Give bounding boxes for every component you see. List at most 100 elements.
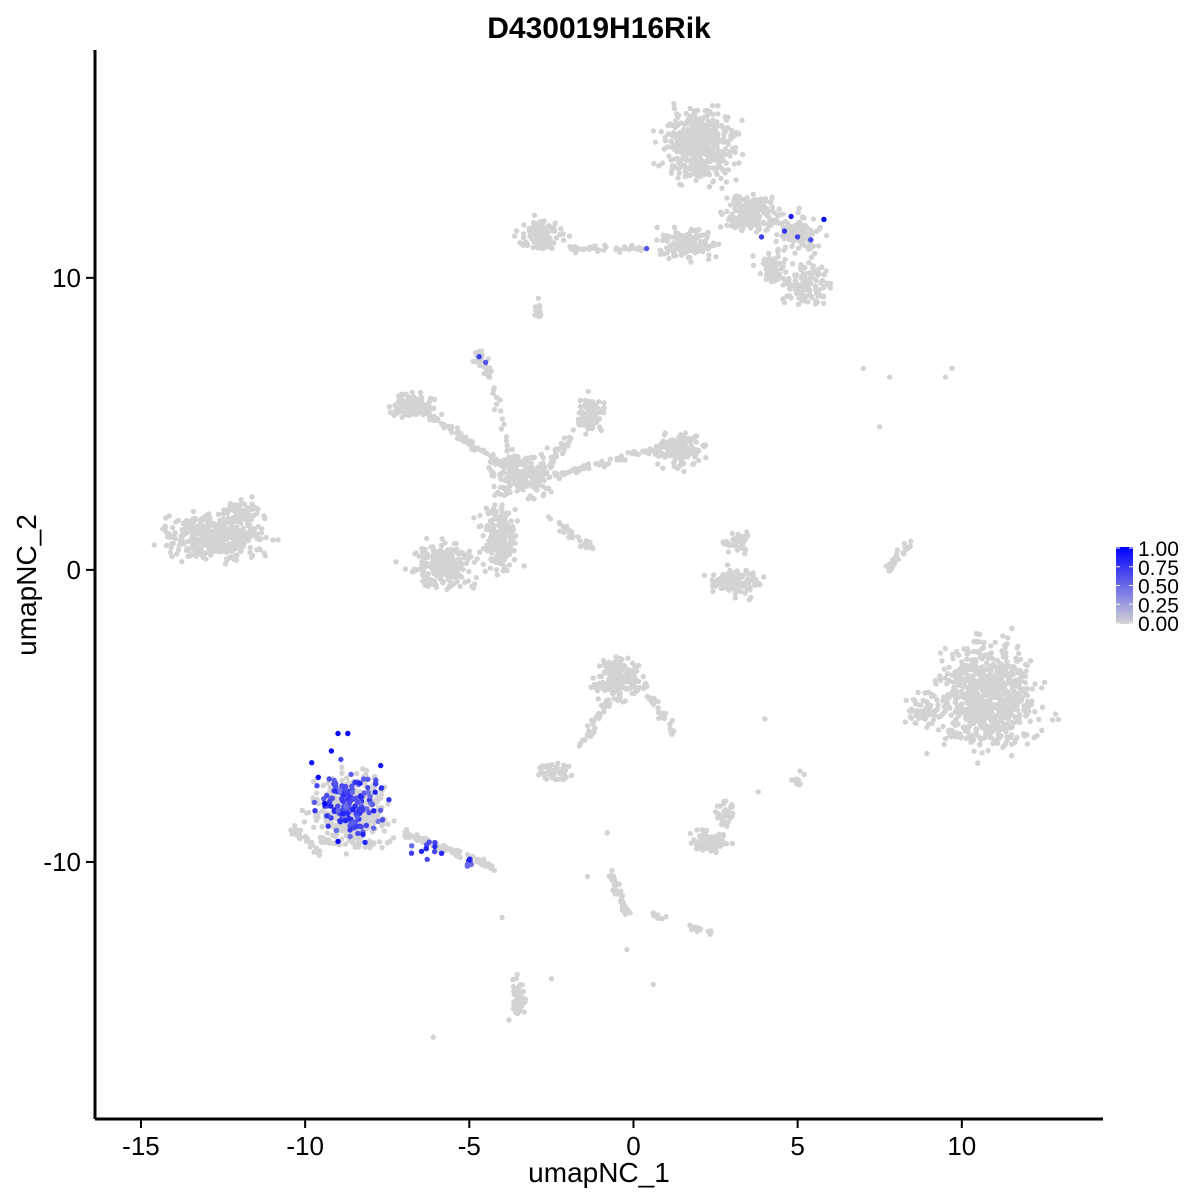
cell-point (967, 715, 973, 722)
cell-point (939, 658, 945, 664)
cell-point (717, 224, 724, 230)
cell-point (999, 697, 1006, 703)
cell-point (705, 122, 711, 128)
cell-point (748, 208, 754, 215)
cell-point (444, 562, 451, 568)
cell-point (937, 675, 943, 682)
cell-point (451, 567, 457, 574)
cell-point (498, 561, 504, 567)
cell-point (1016, 719, 1023, 725)
cell-point (320, 782, 326, 789)
cell-point (720, 125, 726, 131)
cell-point (596, 399, 602, 405)
cell-point (424, 551, 430, 557)
cell-point (996, 707, 1002, 713)
cell-point (417, 404, 423, 410)
cell-point (1024, 732, 1030, 738)
cell-point (971, 700, 978, 706)
cell-point (723, 160, 729, 166)
cell-point (782, 244, 789, 250)
cell-point (734, 568, 740, 574)
cell-point (203, 529, 209, 535)
cell-point (756, 223, 762, 229)
cell-point (714, 138, 721, 144)
cell-point (611, 696, 617, 702)
cell-point (606, 678, 612, 684)
cell-point (1031, 734, 1037, 741)
cell-point (367, 845, 373, 851)
cell-point (215, 531, 221, 538)
cell-point (596, 710, 602, 717)
cell-point (780, 275, 787, 282)
cell-point (682, 173, 688, 180)
cell-point (498, 505, 504, 511)
cell-point (666, 153, 672, 159)
cell-point (811, 269, 817, 275)
cell-point (974, 694, 981, 701)
cell-point (741, 206, 747, 212)
cell-point (675, 435, 682, 441)
cell-point (697, 232, 703, 239)
cell-point (620, 663, 626, 669)
cell-point (682, 132, 688, 138)
cell-point (809, 231, 816, 237)
cell-point (489, 521, 496, 527)
cell-point (582, 737, 588, 743)
cell-point (511, 233, 518, 239)
cell-point (697, 120, 703, 126)
cell-point (935, 727, 942, 733)
cell-point (696, 457, 702, 464)
cell-point (694, 127, 701, 134)
cell-point (675, 112, 682, 119)
cell-point (510, 1005, 517, 1012)
cell-point (700, 248, 706, 255)
cell-point (417, 389, 424, 396)
cell-point (729, 127, 735, 134)
cell-point (987, 734, 993, 741)
cell-point (520, 242, 527, 248)
cell-point (434, 553, 440, 560)
cell-point (169, 525, 176, 531)
cell-point (237, 510, 243, 516)
cell-point (584, 406, 591, 412)
cell-point (542, 763, 548, 769)
cell-point (381, 828, 387, 834)
cell-point (431, 417, 437, 423)
cell-point (683, 450, 689, 456)
cell-point (503, 434, 510, 440)
cell-point (420, 578, 426, 584)
cell-point (913, 720, 919, 726)
cell-point (377, 839, 383, 845)
cell-point (387, 409, 394, 415)
cell-point (794, 284, 801, 291)
cell-point (690, 166, 696, 172)
cell-point (511, 547, 517, 554)
cell-point (748, 225, 754, 231)
cell-point (536, 313, 542, 320)
cell-point (693, 451, 699, 458)
cell-point (590, 675, 596, 681)
cell-point (556, 519, 562, 526)
cell-point (618, 897, 624, 903)
cell-point (669, 163, 676, 169)
cell-point (457, 583, 463, 590)
cell-point (596, 424, 603, 430)
cell-point (743, 568, 749, 574)
cell-point (254, 547, 260, 553)
cell-point (539, 483, 546, 489)
cell-point (163, 515, 169, 521)
cell-point (730, 536, 736, 542)
cell-point (1003, 715, 1009, 721)
cell-point (1017, 667, 1023, 674)
cell-point (680, 460, 687, 467)
cell-point (531, 239, 537, 245)
cell-point (941, 741, 947, 748)
cell-point (799, 241, 805, 247)
cell-point (203, 556, 209, 562)
cell-point (354, 770, 360, 777)
cell-point (589, 407, 595, 413)
cell-point (445, 423, 452, 429)
cell-point (1027, 658, 1034, 664)
cell-point (916, 715, 922, 721)
cell-point (1001, 648, 1007, 654)
